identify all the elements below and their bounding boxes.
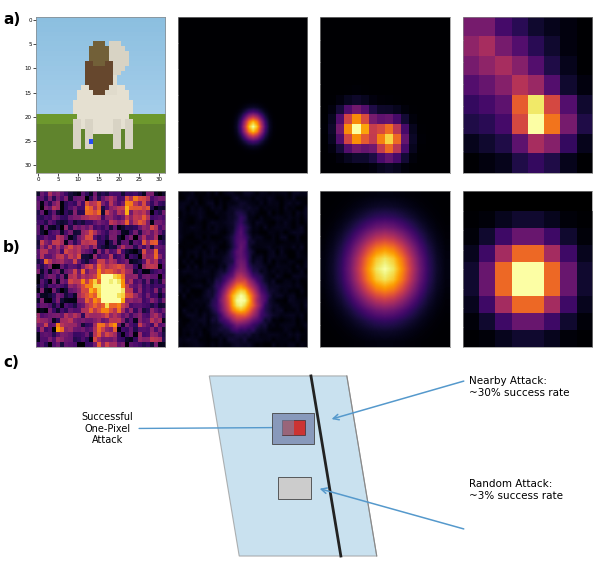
Polygon shape (272, 413, 314, 444)
Polygon shape (278, 477, 311, 499)
Text: Random Attack:
~3% success rate: Random Attack: ~3% success rate (469, 479, 563, 501)
Polygon shape (282, 420, 305, 435)
Text: a): a) (3, 12, 20, 27)
Polygon shape (209, 376, 377, 556)
Text: Successful
One-Pixel
Attack: Successful One-Pixel Attack (82, 412, 277, 445)
Polygon shape (282, 420, 294, 435)
Text: Nearby Attack:
~30% success rate: Nearby Attack: ~30% success rate (469, 376, 570, 398)
Text: c): c) (3, 355, 19, 370)
Text: b): b) (3, 240, 21, 255)
